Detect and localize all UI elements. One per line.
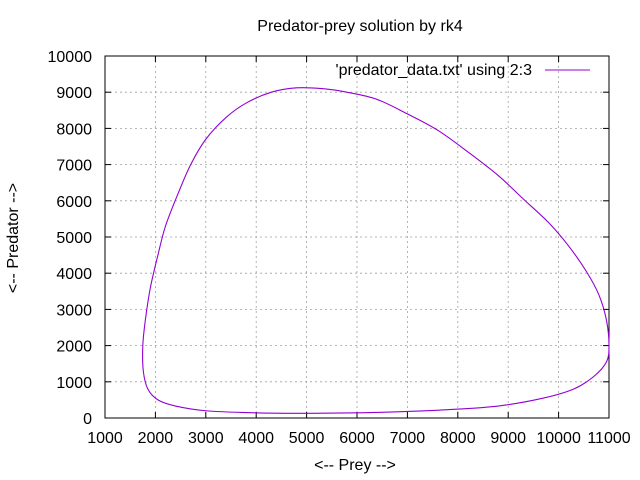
x-tick-label: 10000 <box>536 430 581 447</box>
y-tick-label: 5000 <box>56 230 92 247</box>
legend-label: 'predator_data.txt' using 2:3 <box>336 62 533 79</box>
y-tick-label: 7000 <box>56 158 92 175</box>
x-tick-label: 5000 <box>289 430 325 447</box>
x-tick-label: 9000 <box>490 430 526 447</box>
y-tick-label: 0 <box>83 411 92 428</box>
x-axis-label: <-- Prey --> <box>314 457 396 474</box>
y-tick-label: 6000 <box>56 194 92 211</box>
chart-title: Predator-prey solution by rk4 <box>257 18 463 35</box>
y-axis-label: <-- Predator --> <box>5 183 22 293</box>
y-tick-label: 4000 <box>56 266 92 283</box>
x-tick-label: 7000 <box>390 430 426 447</box>
x-tick-label: 11000 <box>587 430 630 447</box>
x-tick-label: 2000 <box>138 430 174 447</box>
x-tick-label: 6000 <box>339 430 375 447</box>
x-tick-label: 3000 <box>188 430 224 447</box>
x-tick-label: 1000 <box>87 430 123 447</box>
y-tick-label: 10000 <box>48 49 93 66</box>
y-tick-label: 1000 <box>56 375 92 392</box>
y-tick-label: 3000 <box>56 302 92 319</box>
y-tick-label: 8000 <box>56 121 92 138</box>
legend: 'predator_data.txt' using 2:3 <box>336 62 590 79</box>
series-layer <box>142 87 610 414</box>
axis-ticks: 1000 2000 3000 4000 5000 6000 7000 8000 9000 1000… <box>48 49 631 447</box>
series-line <box>142 87 610 414</box>
x-tick-label: 8000 <box>440 430 476 447</box>
y-tick-label: 2000 <box>56 339 92 356</box>
y-tick-label: 9000 <box>56 85 92 102</box>
x-tick-label: 4000 <box>238 430 274 447</box>
